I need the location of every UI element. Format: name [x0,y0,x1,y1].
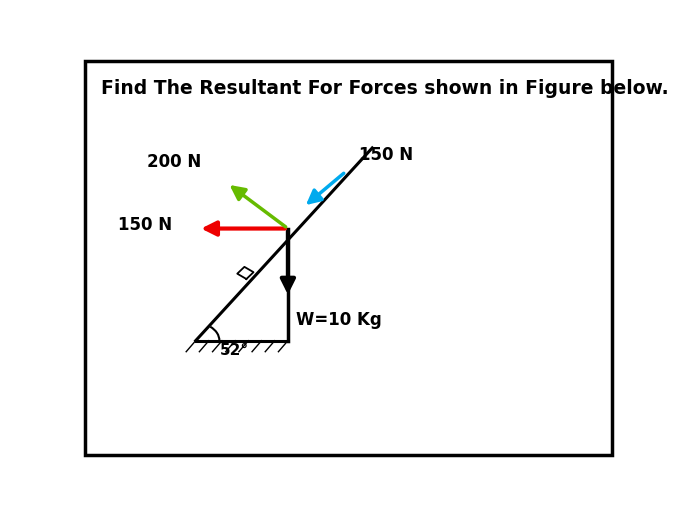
Text: 52°: 52° [220,343,248,358]
Text: 200 N: 200 N [147,153,201,172]
Text: 150 N: 150 N [118,216,172,234]
Text: W=10 Kg: W=10 Kg [296,311,381,329]
Text: 150 N: 150 N [359,146,413,164]
Text: Find The Resultant For Forces shown in Figure below.: Find The Resultant For Forces shown in F… [101,79,668,98]
